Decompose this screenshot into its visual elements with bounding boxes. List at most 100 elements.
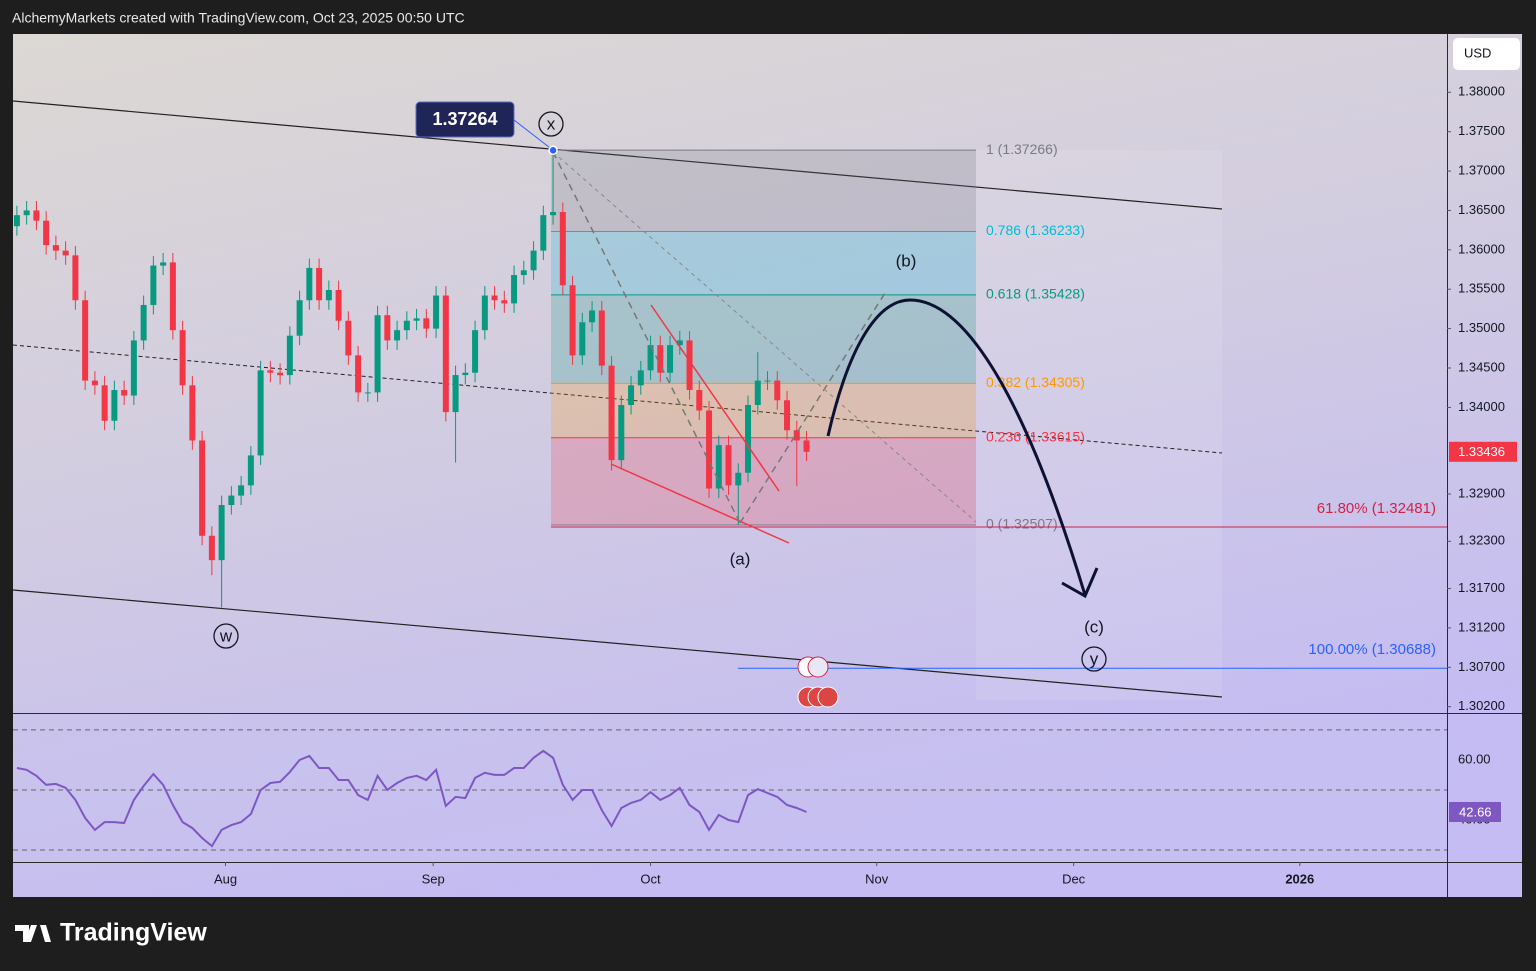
target-label: 61.80% (1.32481) <box>1317 500 1436 517</box>
fib-band <box>551 294 976 384</box>
candle-body <box>228 495 235 506</box>
wave-label: (b) <box>896 251 917 270</box>
candle-body <box>462 372 469 376</box>
wedge-bottom <box>610 463 790 544</box>
candle-body <box>676 340 683 346</box>
candle-body <box>364 392 371 394</box>
candle-body <box>384 315 391 341</box>
header-text: AlchemyMarkets created with TradingView.… <box>12 10 465 26</box>
candle-body <box>189 385 196 441</box>
candle-body <box>706 410 713 489</box>
y-tick-label: 1.30700 <box>1458 659 1505 674</box>
candle-body <box>218 505 225 561</box>
fib-band <box>551 231 976 295</box>
candle-body <box>394 330 401 341</box>
candle-body <box>150 265 157 305</box>
candle-body <box>598 310 605 366</box>
arrow-head <box>1061 567 1099 599</box>
candle-body <box>325 290 332 301</box>
candle-body <box>91 380 98 386</box>
y-tick-label: 1.31200 <box>1458 619 1505 634</box>
candle-body <box>637 370 644 386</box>
candle-body <box>238 485 245 496</box>
candle-body <box>316 267 323 301</box>
channel-bottom <box>13 589 1223 698</box>
candle-body <box>472 330 479 373</box>
candle-body <box>589 310 596 323</box>
candle-body <box>52 245 59 251</box>
fib-label: 0.786 (1.36233) <box>986 222 1085 238</box>
y-tick-label: 1.32900 <box>1458 485 1505 500</box>
candle-body <box>764 380 771 382</box>
rsi-value-box <box>1449 801 1501 822</box>
channel-mid <box>13 344 1223 454</box>
candle-body <box>540 215 547 251</box>
rsi-line <box>16 749 807 848</box>
fib-band <box>551 150 976 232</box>
candle-body <box>491 295 498 301</box>
y-tick-label: 1.36500 <box>1458 202 1505 217</box>
wave-path <box>739 292 886 524</box>
candle-body <box>247 455 254 486</box>
candle-body <box>774 380 781 401</box>
wave-label: y <box>1090 649 1099 668</box>
x-tick-label: 2026 <box>1285 871 1314 886</box>
last-price-box <box>1449 441 1517 462</box>
candles <box>13 150 810 608</box>
candle-body <box>608 365 615 461</box>
candle-body <box>296 300 303 336</box>
wave-drawings: w x y (a) (b) (c) <box>213 111 1107 708</box>
wave-label: x <box>547 114 556 133</box>
event-icon <box>817 686 839 708</box>
candle-body <box>647 345 654 371</box>
y-tick-label: 1.31700 <box>1458 580 1505 595</box>
wave-label: (a) <box>730 549 751 568</box>
rsi-pane <box>13 714 1447 862</box>
fib-label: 0.382 (1.34305) <box>986 374 1085 390</box>
candle-body <box>277 372 284 376</box>
candle-body <box>530 250 537 271</box>
x-tick-label: Oct <box>640 871 661 886</box>
candle-body <box>286 335 293 376</box>
candle-body <box>559 212 566 286</box>
wave-circle <box>538 111 564 137</box>
candle-body <box>130 340 137 396</box>
wave-label: (c) <box>1084 617 1104 636</box>
y-tick-label: 1.34000 <box>1458 399 1505 414</box>
y-tick-label: 1.37500 <box>1458 123 1505 138</box>
x-tick-label: Aug <box>214 871 237 886</box>
candle-body <box>121 390 128 396</box>
candle-body <box>111 390 118 421</box>
candle-body <box>745 405 752 473</box>
candle-body <box>569 285 576 356</box>
currency-button[interactable] <box>1453 38 1520 70</box>
candle-body <box>23 210 30 216</box>
fib-retracement: 1 (1.37266) 0.786 (1.36233) 0.618 (1.35428… <box>551 141 1447 669</box>
candle-body <box>754 380 761 406</box>
pivot-label: 1.37264 <box>432 109 497 129</box>
brand-text: TradingView <box>60 919 207 947</box>
candle-body <box>267 370 274 373</box>
projection-arrow <box>826 298 1087 596</box>
candle-body <box>579 322 586 356</box>
wave-label: w <box>219 626 233 645</box>
target-label: 100.00% (1.30688) <box>1308 641 1436 658</box>
fib-band <box>551 383 976 438</box>
pivot-point <box>548 145 558 156</box>
candle-body <box>140 304 147 341</box>
projection-box <box>976 150 1222 700</box>
candle-body <box>208 535 215 561</box>
fib-label: 1 (1.37266) <box>986 141 1058 157</box>
y-tick-label: 1.34500 <box>1458 359 1505 374</box>
candle-body <box>793 430 800 441</box>
candle-body <box>452 375 459 413</box>
fib-label: 0.236 (1.33615) <box>986 428 1085 444</box>
y-tick-label: 1.37000 <box>1458 162 1505 177</box>
event-icon <box>807 656 829 678</box>
candle-body <box>481 295 488 331</box>
y-tick-label: 1.32300 <box>1458 533 1505 548</box>
rsi-value-label: 42.66 <box>1459 804 1492 819</box>
pivot-leader <box>513 119 554 151</box>
candle-body <box>345 320 352 356</box>
